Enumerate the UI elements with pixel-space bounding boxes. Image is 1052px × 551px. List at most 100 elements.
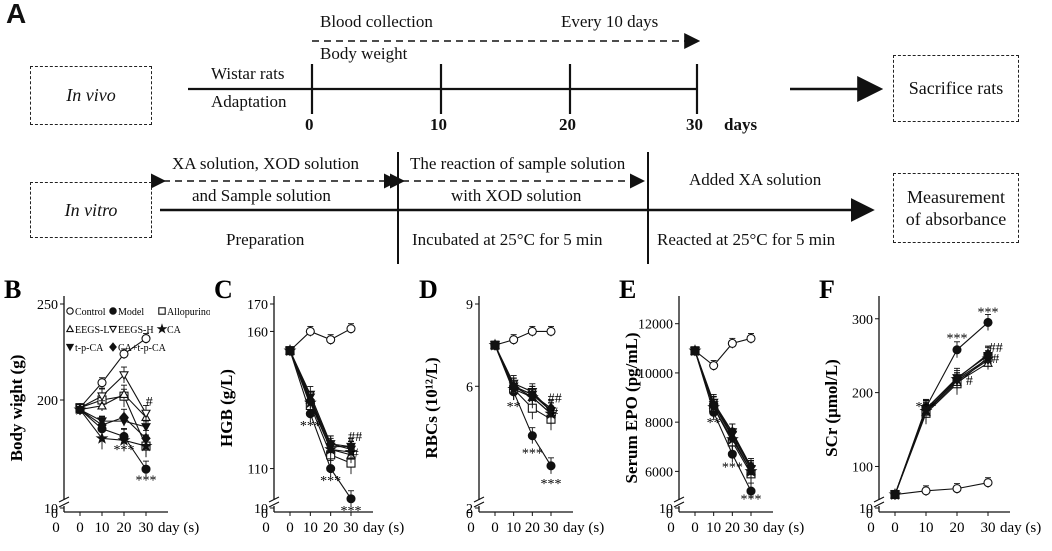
x-origin-label: 0 — [52, 520, 60, 536]
y-axis-label: Body wight (g) — [7, 355, 26, 462]
data-point — [305, 326, 315, 336]
x-axis-label: day (s) — [763, 520, 804, 536]
y-tick-label: 10000 — [638, 367, 673, 382]
x-origin-label: 0 — [262, 520, 270, 536]
significance-label: # — [352, 447, 359, 462]
significance-label: ** — [507, 400, 521, 415]
y-tick-label: 9 — [466, 298, 473, 313]
y-tick-label: 6000 — [645, 465, 673, 480]
significance-label: *** — [541, 477, 562, 492]
invivo-box: In vivo — [30, 66, 152, 125]
data-point — [983, 348, 993, 360]
series-line — [494, 330, 551, 346]
series-line — [79, 395, 147, 447]
x-axis-label: day (s) — [363, 520, 404, 536]
series-ca — [488, 338, 558, 425]
x-tick-label: 0 — [891, 520, 899, 536]
x-tick-label: 30 — [344, 520, 359, 536]
y-axis-break — [473, 496, 485, 508]
y-axis-break — [268, 496, 280, 508]
series-allopurinol — [490, 340, 556, 431]
significance-label: *** — [341, 504, 362, 519]
data-point — [952, 372, 962, 385]
xa-xod-solution-label: XA solution, XOD solution — [172, 154, 360, 173]
x-tick-label: 10 — [95, 520, 110, 536]
series-line — [79, 409, 147, 447]
day-tick-30: 30 — [686, 115, 703, 134]
x-tick-label: 30 — [981, 520, 996, 536]
y-tick-label: 100 — [852, 460, 873, 475]
y-tick-label: 2 — [466, 502, 473, 517]
series-line — [289, 350, 352, 500]
data-point — [509, 335, 519, 345]
legend-marker — [156, 323, 168, 334]
series-line — [289, 328, 352, 352]
panel-a-lines — [151, 33, 884, 264]
series-ca-t-p-ca — [690, 345, 756, 475]
data-point — [141, 334, 151, 344]
data-point — [119, 349, 129, 359]
significance-label: *** — [947, 331, 968, 346]
series-allopurinol — [890, 345, 993, 500]
measurement-box: Measurement of absorbance — [893, 173, 1019, 243]
data-point — [508, 380, 519, 392]
series-model — [890, 314, 993, 500]
y-tick-label: 300 — [852, 313, 873, 328]
data-point — [727, 338, 737, 348]
x-tick-label: 0 — [286, 520, 294, 536]
data-point — [346, 494, 356, 504]
series-ca-t-p-ca — [890, 345, 993, 501]
x-tick-label: 0 — [76, 520, 84, 536]
legend-label: CA+t-p-CA — [118, 343, 167, 354]
significance-label: *** — [741, 492, 762, 507]
days-label: days — [724, 115, 758, 134]
panel-letter-d: D — [419, 275, 438, 304]
data-point — [708, 399, 719, 411]
series-control — [285, 323, 356, 356]
data-point — [75, 403, 85, 416]
x-tick-label: 20 — [725, 520, 740, 536]
y-tick-label: 110 — [248, 463, 268, 478]
data-point — [119, 389, 129, 398]
legend-marker — [109, 307, 117, 315]
x-origin-label: 0 — [867, 520, 875, 536]
series-line — [289, 350, 352, 456]
sacrifice-box: Sacrifice rats — [893, 55, 1019, 122]
y-tick-label: 200 — [852, 387, 873, 402]
data-point — [141, 423, 151, 433]
data-point — [546, 461, 556, 471]
significance-label: *** — [136, 473, 157, 488]
significance-label: # — [992, 352, 999, 367]
data-point — [325, 438, 336, 450]
invitro-box: In vitro — [30, 182, 152, 238]
significance-label: # — [146, 395, 153, 410]
significance-label: *** — [722, 460, 743, 475]
panel-letter-c: C — [214, 275, 233, 304]
y-tick-label: 8000 — [645, 416, 673, 431]
x-tick-label: 0 — [491, 520, 499, 536]
data-point — [305, 394, 316, 406]
series-line — [79, 393, 147, 418]
legend-marker — [108, 325, 118, 334]
measurement-label-2: of absorbance — [905, 209, 1007, 229]
y-tick-label-origin: 0 — [466, 507, 473, 522]
data-point — [346, 440, 356, 453]
series-control — [890, 477, 993, 500]
y-tick-label: 12000 — [638, 318, 673, 333]
x-origin-label: 0 — [667, 520, 675, 536]
significance-label: # — [966, 374, 973, 389]
legend-label: Control — [75, 307, 106, 318]
data-point — [141, 409, 151, 419]
data-point — [746, 460, 756, 473]
data-point — [119, 371, 129, 381]
y-tick-label: 10 — [254, 502, 268, 517]
data-point — [119, 411, 129, 423]
series-model — [75, 405, 151, 478]
series-line — [289, 350, 352, 453]
series-line — [79, 338, 147, 409]
series-ca-t-p-ca — [285, 344, 356, 455]
significance-label: *** — [320, 474, 341, 489]
